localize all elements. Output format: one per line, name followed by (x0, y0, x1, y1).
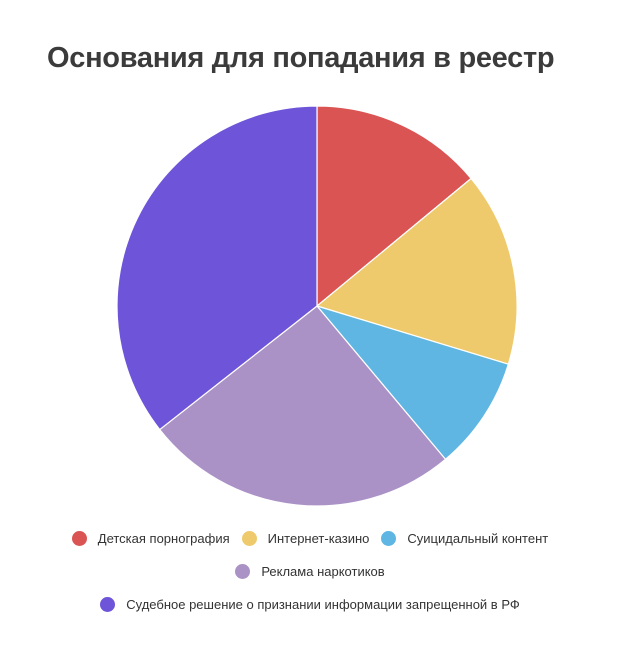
legend-item-child-pornography[interactable]: Детская порнография (71, 531, 230, 546)
legend-row-1: Детская порнография Интернет-казино Суиц… (0, 531, 620, 546)
legend-label: Детская порнография (97, 531, 230, 546)
pie-slice[interactable] (315, 304, 510, 461)
legend-item-online-casino[interactable]: Интернет-казино (241, 531, 370, 546)
pie-slice[interactable] (158, 305, 447, 507)
legend-row-3: Судебное решение о признании информации … (0, 597, 620, 612)
legend-dot-icon (381, 531, 397, 546)
pie-slice[interactable] (316, 105, 472, 308)
legend-dot-icon (100, 597, 116, 612)
legend-dot-icon (235, 564, 251, 579)
legend-item-drug-ads[interactable]: Реклама наркотиков (235, 564, 385, 579)
chart-title: Основания для попадания в реестр (47, 42, 555, 74)
legend-label: Суицидальный контент (407, 531, 549, 546)
legend-row-2: Реклама наркотиков (0, 564, 620, 579)
legend-dot-icon (241, 531, 257, 546)
legend-label: Интернет-казино (267, 531, 370, 546)
legend-label: Реклама наркотиков (261, 564, 385, 579)
pie-slice[interactable] (116, 105, 318, 431)
legend-dot-icon (71, 531, 87, 546)
legend-label: Судебное решение о признании информации … (126, 597, 520, 612)
legend-item-court-decision[interactable]: Судебное решение о признании информации … (100, 597, 520, 612)
pie-chart (116, 105, 518, 507)
legend-item-suicide-content[interactable]: Суицидальный контент (381, 531, 548, 546)
pie-slice[interactable] (315, 177, 518, 365)
